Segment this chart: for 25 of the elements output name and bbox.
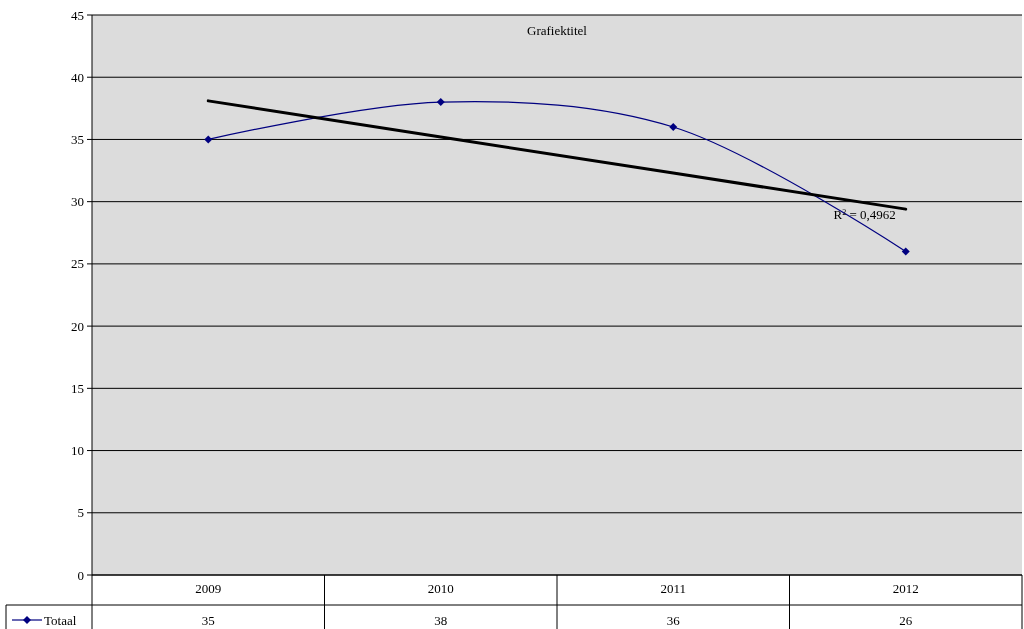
y-tick-label: 40 <box>71 69 84 85</box>
x-tick-label: 2010 <box>427 581 454 596</box>
point <box>204 135 213 144</box>
y-tick-label: 30 <box>71 194 84 210</box>
x-tick-label: 2011 <box>660 581 687 596</box>
legend-label: Totaal <box>44 613 77 628</box>
point <box>669 123 678 131</box>
data-label: 38 <box>434 613 448 628</box>
point <box>901 247 910 256</box>
annotation: R$^{2}$ = 0,4962 <box>833 207 896 223</box>
y-tick-label: 45 <box>71 7 84 23</box>
data-label: 35 <box>201 613 215 628</box>
y-tick-label: 5 <box>77 505 84 521</box>
y-tick-label: 15 <box>71 380 84 396</box>
y-tick-label: 10 <box>71 443 84 459</box>
y-tick-label: 35 <box>71 131 84 147</box>
point <box>436 98 445 107</box>
data-label: 36 <box>666 613 681 628</box>
x-tick-label: 2009 <box>195 581 222 596</box>
y-tick-label: 0 <box>77 567 84 583</box>
data-label: 26 <box>899 613 913 628</box>
text: Grafiektitel <box>527 23 588 38</box>
y-tick-label: 25 <box>71 256 84 272</box>
y-tick-label: 20 <box>71 318 84 334</box>
x-tick-label: 2012 <box>892 581 919 596</box>
